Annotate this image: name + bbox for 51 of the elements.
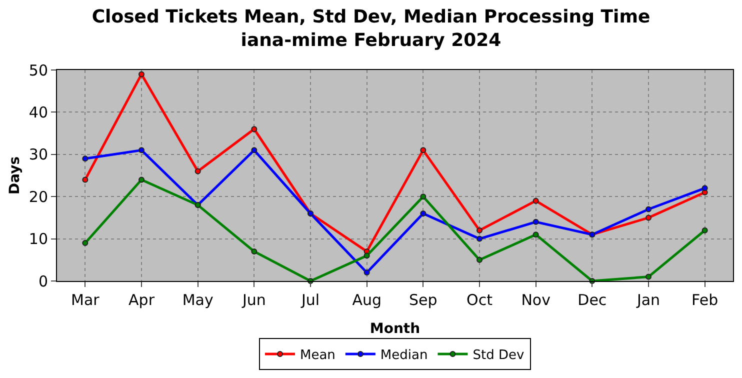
point (646, 206, 652, 212)
x-tick-label: Jul (300, 291, 320, 309)
chart-subtitle: iana-mime February 2024 (240, 30, 502, 52)
point (532, 198, 539, 204)
point (364, 252, 370, 259)
x-tick-label: Feb (692, 291, 718, 309)
x-tick-label: May (182, 291, 214, 309)
legend-label: Median (380, 348, 428, 364)
x-tick-label: Oct (466, 291, 493, 309)
legend-label: Std Dev (472, 348, 524, 364)
point (194, 168, 201, 174)
point (251, 248, 258, 254)
point (82, 240, 88, 246)
x-tick-label: Dec (578, 291, 607, 309)
point (476, 236, 482, 242)
x-tick-label: Aug (352, 291, 382, 309)
point (138, 147, 144, 154)
point (646, 274, 652, 280)
y-tick-label: 0 (38, 272, 48, 290)
x-tick-label: Apr (128, 291, 156, 309)
point (702, 185, 708, 192)
point (476, 227, 482, 234)
point (532, 218, 539, 225)
point (251, 147, 258, 154)
point (138, 71, 144, 78)
point (364, 270, 370, 276)
y-axis-title: Days (7, 156, 23, 195)
x-tick-label: Nov (521, 291, 551, 309)
y-tick-label: 40 (28, 103, 48, 122)
x-tick-label: Sep (409, 291, 438, 309)
point (476, 256, 482, 263)
point (420, 147, 426, 154)
point (646, 214, 652, 221)
point (532, 232, 539, 238)
y-tick-label: 50 (28, 61, 48, 80)
x-tick-label: Jan (636, 291, 660, 309)
point (82, 156, 88, 162)
point (420, 210, 426, 216)
point (82, 176, 88, 183)
point (251, 126, 258, 132)
y-tick-label: 20 (28, 188, 48, 206)
y-tick-label: 10 (28, 230, 48, 248)
x-axis-title: Month (370, 321, 420, 337)
legend-label: Mean (300, 348, 336, 364)
x-tick-label: Mar (71, 291, 100, 309)
point (420, 194, 426, 200)
chart-title: Closed Tickets Mean, Std Dev, Median Processing Time (92, 6, 650, 28)
y-tick-label: 30 (28, 146, 48, 164)
point (702, 227, 708, 234)
point (138, 176, 144, 183)
x-tick-label: Jun (241, 291, 266, 309)
